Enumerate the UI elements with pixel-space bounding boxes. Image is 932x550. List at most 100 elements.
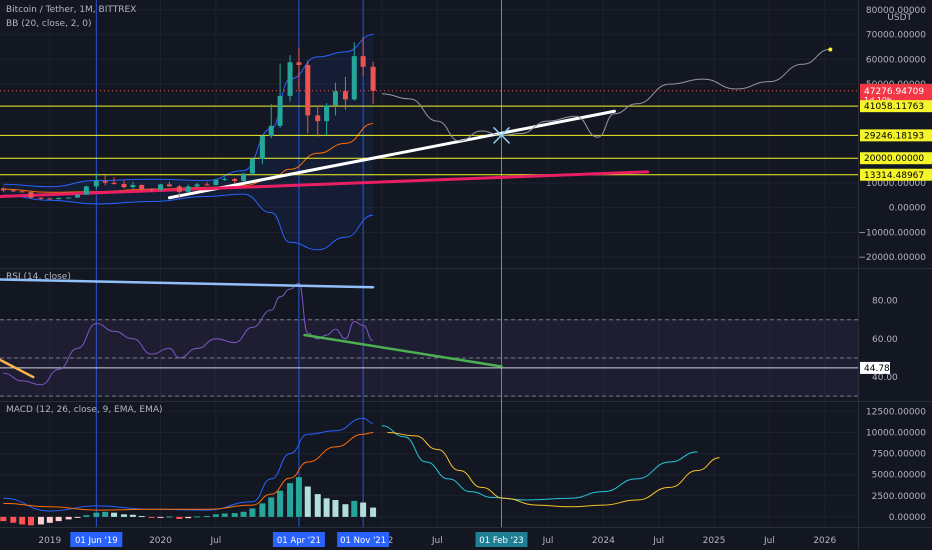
candle-body	[38, 197, 44, 199]
macd-histogram-bar	[304, 486, 311, 517]
bb-basis-line	[3, 123, 374, 193]
level-tag-bg	[860, 168, 932, 181]
macd-histogram-bar	[83, 515, 90, 517]
macd-histogram-bar	[176, 516, 183, 519]
level-tag-bg	[860, 100, 932, 113]
candle-body	[277, 95, 283, 126]
level-tag: 13314.48967	[864, 171, 924, 181]
macd-indicator-label[interactable]: MACD (12, 26, close, 9, EMA, EMA)	[6, 405, 163, 415]
macd-histogram-bar	[231, 513, 238, 517]
candle-body	[213, 179, 219, 186]
macd-histogram-bar	[157, 516, 164, 518]
level-tag-bg	[860, 152, 932, 165]
price-tick-label: 60000.00000	[866, 55, 926, 65]
candle-body	[241, 173, 247, 181]
price-tick-label: −20000.00000	[858, 253, 926, 263]
macd-histogram-bar	[370, 507, 377, 517]
candle-body	[232, 178, 238, 181]
date-marker-tag-bg	[70, 532, 123, 547]
macd-histogram-bar	[46, 516, 53, 523]
macd-histogram-bar	[295, 477, 302, 517]
time-tick-label: 2024	[592, 536, 615, 546]
time-tick-label: 2025	[703, 536, 726, 546]
candle-body	[342, 91, 348, 100]
candle-body	[360, 56, 366, 67]
candle-body	[222, 178, 228, 180]
candle-body	[305, 65, 311, 116]
candle-body	[351, 56, 357, 100]
macd-histogram-bar	[102, 511, 109, 517]
macd-histogram-bar	[0, 516, 7, 522]
candle-body	[324, 105, 330, 122]
candle-body	[315, 115, 321, 122]
candle-body	[370, 66, 376, 91]
projection-end-dot	[828, 47, 833, 52]
macd-histogram-bar	[342, 504, 349, 517]
macd-histogram-bar	[120, 514, 127, 517]
level-tag: 29246.18193	[864, 131, 924, 141]
candle-body	[287, 62, 293, 96]
time-tick-label: 2020	[149, 536, 172, 546]
date-marker-tag-bg	[475, 532, 528, 547]
cross-marker-icon	[492, 126, 511, 144]
bb-indicator-label[interactable]: BB (20, close, 2, 0)	[6, 19, 92, 29]
macd-projection-yellow	[387, 432, 720, 508]
bb-fill	[3, 34, 374, 250]
price-tick-label: 10000.00000	[866, 179, 926, 189]
candle-body	[56, 198, 62, 200]
macd-histogram-bar	[194, 516, 201, 518]
level-tag: 41058.11763	[864, 102, 924, 112]
rsi-tick-label: 60.00	[872, 335, 898, 345]
rsi-indicator-label[interactable]: RSI (14, close)	[6, 272, 71, 282]
candle-body	[74, 194, 80, 198]
time-tick-label: Jul	[542, 536, 554, 546]
rsi-current-tag: 44.78	[864, 364, 890, 374]
macd-histogram-bar	[204, 516, 211, 518]
candle-body	[249, 158, 255, 174]
rsi-line	[3, 282, 374, 386]
candle-body	[102, 180, 108, 183]
currency-label: USDT	[887, 13, 912, 23]
bb-upper-line	[3, 34, 374, 188]
candle-body	[47, 198, 53, 200]
date-marker-tag-bg	[337, 532, 390, 547]
macd-tick-label: 12500.00000	[866, 407, 926, 417]
level-tag: 20000.00000	[864, 154, 924, 164]
rsi-current-tag-bg	[860, 361, 890, 374]
macd-histogram-bar	[129, 514, 136, 517]
time-tick-label: 2026	[813, 536, 836, 546]
candle-body	[0, 188, 6, 191]
symbol-title[interactable]: Bitcoin / Tether, 1M, BITTREX	[6, 5, 137, 15]
macd-histogram-bar	[37, 516, 44, 525]
bb-lower-line	[3, 193, 374, 251]
date-marker-tag: 01 Jun '19	[75, 536, 118, 546]
time-tick-label: 2019	[38, 536, 61, 546]
candle-body	[332, 91, 338, 106]
candle-body	[130, 184, 136, 188]
macd-tick-label: 5000.00000	[872, 471, 927, 481]
price-tick-label: −10000.00000	[858, 228, 926, 238]
macd-histogram-bar	[212, 514, 219, 517]
candle-body	[121, 183, 127, 188]
macd-histogram-bar	[268, 497, 275, 517]
candle-body	[83, 186, 89, 195]
macd-tick-label: 0.00000	[889, 513, 926, 523]
macd-histogram-bar	[360, 502, 367, 517]
candle-body	[28, 192, 34, 198]
rsi-orange-trend-line	[0, 358, 35, 379]
candle-body	[93, 180, 99, 187]
candle-body	[185, 186, 191, 192]
macd-tick-label: 7500.00000	[872, 450, 927, 460]
date-marker-tag: 01 Apr '21	[277, 536, 321, 546]
macd-histogram-bar	[148, 516, 155, 518]
signal-line	[3, 432, 374, 511]
date-marker-tag: 01 Nov '21	[340, 536, 386, 546]
candle-body	[139, 184, 145, 190]
white-trend-line	[167, 109, 616, 200]
candle-body	[10, 190, 16, 192]
macd-histogram-bar	[19, 516, 26, 525]
candle-body	[194, 184, 200, 187]
time-tick-label: Jul	[763, 536, 775, 546]
time-tick-label: Jul	[652, 536, 664, 546]
